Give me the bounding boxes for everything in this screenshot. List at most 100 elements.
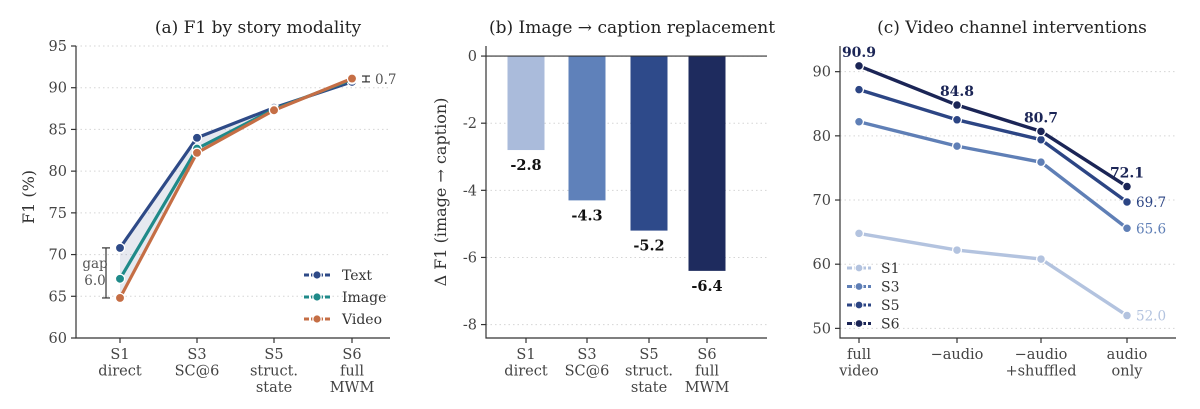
bar-value-label: -6.4 — [691, 278, 722, 295]
panel-b: (b) Image → caption replacement Δ F1 (im… — [431, 18, 775, 396]
y-tick-label: 90 — [813, 65, 831, 81]
data-point-s5 — [1035, 134, 1047, 145]
legend-marker-s1 — [854, 263, 864, 273]
panel-c-series: 52.0 65.6 69.7 90.9 84.8 80.7 72.1 — [842, 45, 1166, 325]
data-point-s3 — [1121, 223, 1133, 234]
panel-c-legend: S1 S3 S5 S6 — [847, 261, 900, 333]
legend-marker-s3 — [854, 281, 864, 292]
legend-label-s5: S5 — [881, 298, 900, 314]
y-tick-label: 70 — [49, 248, 67, 264]
y-tick-label: 80 — [49, 164, 67, 180]
panel-b-axes — [485, 46, 767, 339]
panel-c-axes — [839, 46, 1176, 339]
panel-a-y-label: F1 (%) — [19, 170, 38, 224]
series-line-s1 — [858, 231, 1128, 317]
x-tick-label: S1 — [516, 347, 535, 363]
x-tick-label: S3 — [187, 347, 206, 363]
legend-label-s6: S6 — [881, 317, 900, 333]
legend-marker-image — [312, 292, 322, 302]
bar-3 — [688, 56, 726, 271]
y-tick-label: 95 — [49, 39, 67, 55]
gap-label-line2: 6.0 — [84, 273, 105, 289]
gap-label-line1: gap — [82, 256, 107, 272]
legend-label-video: Video — [341, 312, 382, 328]
panel-a-title: (a) F1 by story modality — [155, 18, 362, 38]
y-tick-label: 60 — [49, 331, 67, 347]
bar-value-label: -5.2 — [633, 238, 664, 255]
x-tick-label: −audio — [1015, 347, 1068, 363]
data-point-s6 — [1121, 181, 1133, 192]
point-value-label: 84.8 — [940, 84, 974, 100]
bar-0 — [507, 56, 545, 151]
data-point-s1 — [951, 245, 963, 256]
gap-shading — [120, 78, 352, 298]
x-tick-label: full — [695, 364, 719, 380]
panel-c-title: (c) Video channel interventions — [877, 18, 1147, 38]
data-point-s5 — [951, 114, 963, 125]
x-tick-label: S3 — [577, 347, 596, 363]
legend-marker-text — [312, 270, 322, 280]
x-tick-label: state — [256, 380, 292, 396]
y-tick-label: 50 — [813, 321, 831, 337]
end-value-label-s5: 69.7 — [1136, 195, 1166, 211]
panel-a-series — [114, 73, 358, 304]
y-tick-label: 90 — [49, 81, 67, 97]
legend-label-image: Image — [342, 290, 386, 306]
x-tick-label: S5 — [639, 347, 658, 363]
panel-b-y-ticks: 0 -2 -4 -6 -8 — [463, 49, 486, 334]
point-value-label: 90.9 — [842, 45, 876, 61]
x-tick-label: only — [1112, 364, 1144, 380]
panel-b-bars: -2.8 -4.3 -5.2 -6.4 — [507, 56, 726, 295]
data-point-video — [191, 147, 203, 159]
legend-marker-video — [312, 314, 322, 324]
y-tick-label: 60 — [813, 257, 831, 273]
y-tick-label: 75 — [49, 206, 67, 222]
series-line-s6 — [858, 64, 1128, 188]
panel-a-annotations: gap 6.0 0.7 — [82, 72, 396, 299]
x-tick-label: direct — [504, 364, 548, 380]
point-value-label: 72.1 — [1110, 166, 1144, 182]
data-point-s1 — [1035, 254, 1047, 265]
panel-a-legend: Text Image Video — [304, 268, 386, 328]
y-tick-label: -2 — [463, 116, 477, 132]
panel-c-grid — [840, 71, 1176, 329]
panel-a-axes — [75, 46, 390, 339]
end-value-label-s1: 52.0 — [1136, 309, 1166, 325]
x-tick-label: state — [631, 380, 667, 396]
panel-a-y-ticks: 60 65 70 75 80 85 90 95 — [49, 39, 76, 347]
x-tick-label: struct. — [250, 364, 298, 380]
x-tick-label: full — [340, 364, 364, 380]
data-point-s6 — [1035, 126, 1047, 137]
y-tick-label: 0 — [468, 49, 477, 65]
x-tick-label: struct. — [625, 364, 673, 380]
panel-c: (c) Video channel interventions 50 60 70 80… — [813, 18, 1176, 380]
x-tick-label: S5 — [264, 347, 283, 363]
end-gap-label: 0.7 — [375, 72, 396, 88]
x-tick-label: S6 — [342, 347, 361, 363]
y-tick-label: 70 — [813, 193, 831, 209]
x-tick-label: MWM — [330, 380, 375, 396]
series-line-video — [118, 77, 353, 299]
data-point-video — [346, 73, 358, 84]
data-point-s1 — [853, 228, 865, 239]
x-tick-label: S1 — [110, 347, 129, 363]
data-point-video — [268, 104, 280, 116]
series-line-s3 — [858, 120, 1129, 230]
x-tick-label: −audio — [931, 347, 984, 363]
legend-marker-s5 — [854, 300, 864, 310]
data-point-text — [114, 242, 126, 254]
legend-label-s1: S1 — [881, 261, 900, 277]
x-tick-label: SC@6 — [565, 364, 610, 380]
y-tick-label: -6 — [463, 250, 477, 266]
point-value-label: 80.7 — [1024, 110, 1058, 126]
x-tick-label: S6 — [697, 347, 716, 363]
legend-marker-s6 — [854, 318, 864, 329]
bar-value-label: -4.3 — [571, 207, 602, 224]
data-point-s1 — [1121, 310, 1133, 321]
data-point-s6 — [951, 99, 963, 111]
data-point-s5 — [1121, 196, 1133, 207]
